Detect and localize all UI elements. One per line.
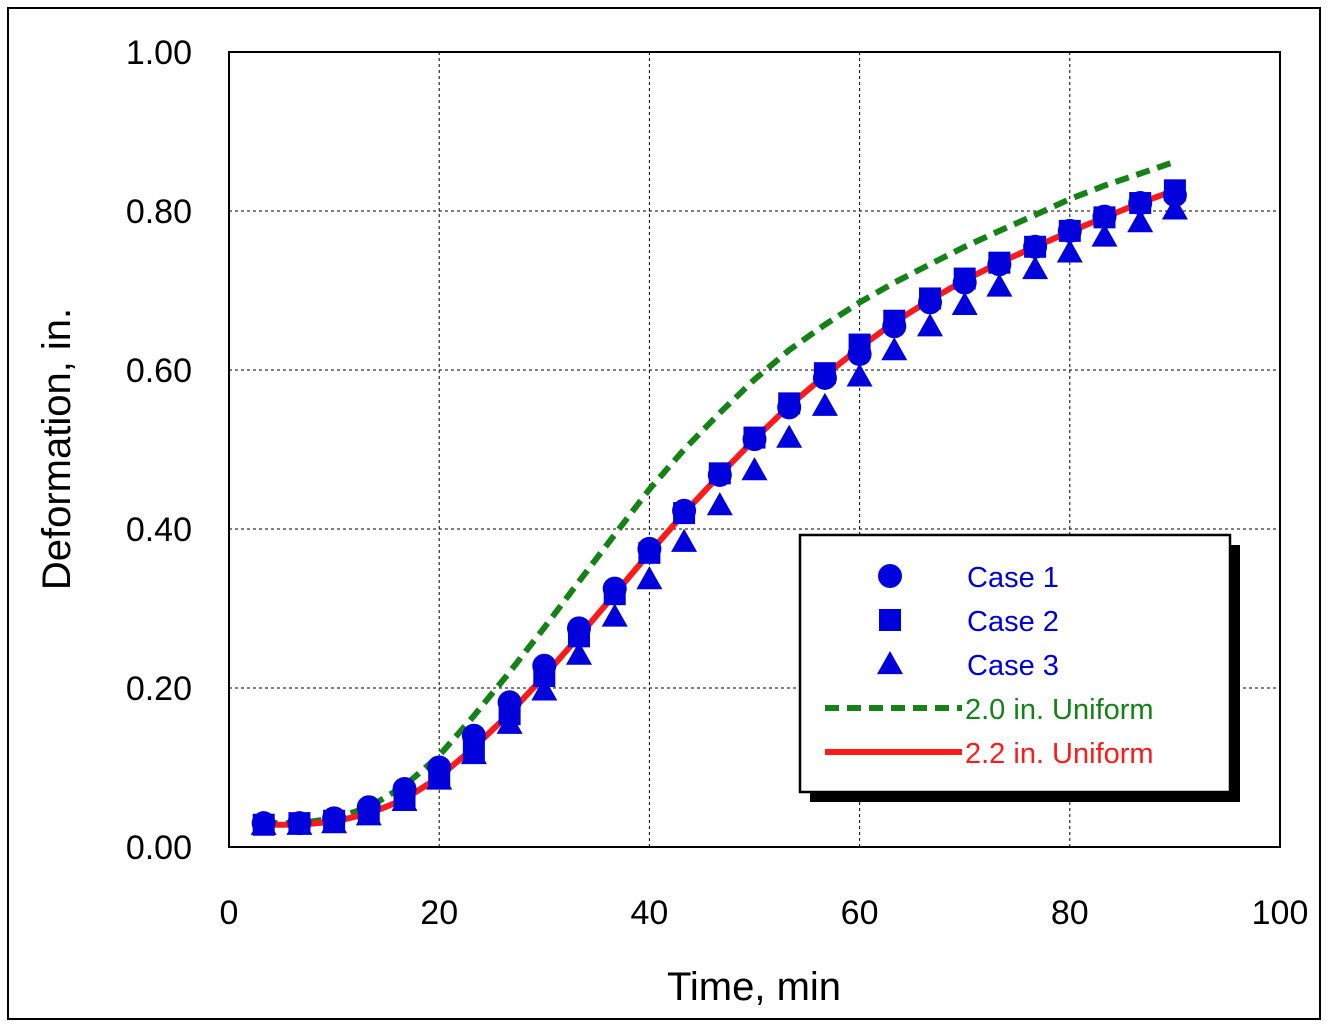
x-tick-label: 100 — [1252, 894, 1309, 932]
series-2-point — [671, 528, 698, 552]
series-1-point — [1058, 219, 1081, 242]
series-1-point — [533, 665, 556, 688]
x-tick-label: 0 — [220, 894, 239, 932]
series-2-point — [1056, 239, 1083, 263]
grid — [229, 52, 1280, 847]
y-tick-label: 0.80 — [126, 193, 192, 231]
series-2-point — [1161, 196, 1188, 220]
y-tick-label: 1.00 — [126, 34, 192, 72]
series-1-point — [988, 251, 1011, 274]
series-2-point — [846, 363, 873, 387]
series-1-point — [778, 392, 801, 415]
axis-ticks: 0 20 40 60 80 100 0.00 0.20 0.40 0.60 0.80 1.00 — [126, 34, 1309, 932]
y-tick-label: 0.60 — [126, 352, 192, 390]
series-2-point — [601, 603, 628, 627]
series-line-3 — [263, 158, 1176, 827]
outer-frame — [7, 7, 1321, 1020]
x-tick-label: 60 — [841, 894, 879, 932]
series-1-point — [357, 801, 380, 824]
x-axis-title: Time, min — [667, 965, 841, 1009]
series-1-point — [743, 426, 766, 449]
legend-symbol-2 — [877, 651, 903, 675]
legend-label-2: Case 3 — [967, 650, 1059, 682]
series-1-point — [1129, 192, 1152, 215]
series-2-point — [531, 677, 558, 701]
series-1-point — [708, 462, 731, 485]
series-1-point — [567, 625, 590, 648]
series-1-point — [1093, 206, 1116, 229]
series-2-point — [1127, 209, 1154, 233]
series-1-point — [462, 738, 485, 761]
legend-label-4: 2.2 in. Uniform — [965, 738, 1154, 770]
legend-label-1: Case 2 — [967, 606, 1059, 638]
series-markers — [250, 179, 1188, 836]
series-1-point — [813, 362, 836, 385]
legend-symbol-0 — [878, 564, 902, 588]
series-2-point — [917, 313, 944, 337]
series-2-point — [811, 392, 838, 416]
x-tick-label: 80 — [1051, 894, 1089, 932]
series-1-point — [919, 287, 942, 310]
series-1-point — [953, 267, 976, 290]
x-tick-label: 40 — [630, 894, 668, 932]
series-2-point — [636, 566, 663, 590]
y-tick-label: 0.40 — [126, 511, 192, 549]
legend-symbol-1 — [879, 609, 901, 631]
series-1-point — [638, 541, 661, 564]
series-2-point — [1091, 223, 1118, 247]
plot-area-border — [228, 51, 1281, 848]
y-tick-label: 0.20 — [126, 670, 192, 708]
series-1-point — [673, 502, 696, 525]
series-1-point — [848, 333, 871, 356]
y-tick-label: 0.00 — [126, 829, 192, 867]
x-tick-label: 20 — [420, 894, 458, 932]
series-1-point — [323, 809, 346, 832]
series-1-point — [1163, 179, 1186, 202]
series-2-point — [776, 424, 803, 448]
series-1-point — [393, 786, 416, 809]
series-2-point — [986, 273, 1013, 297]
series-2-point — [951, 291, 978, 315]
series-1-point — [603, 583, 626, 606]
series-2-point — [565, 641, 592, 665]
series-1-point — [1024, 235, 1047, 258]
series-2-point — [1022, 256, 1049, 280]
series-1-point — [252, 813, 275, 836]
series-2-point — [741, 457, 768, 481]
series-1-point — [288, 812, 311, 835]
series-2-point — [706, 492, 733, 516]
legend-label-3: 2.0 in. Uniform — [965, 694, 1154, 726]
legend: Case 1 Case 2 Case 3 2.0 in. Uniform 2.2 in.… — [798, 533, 1240, 802]
legend-label-0: Case 1 — [967, 562, 1059, 594]
y-axis-title: Deformation, in. — [35, 308, 79, 590]
series-1-point — [428, 764, 451, 787]
series-1-point — [498, 703, 521, 726]
series-2-point — [881, 337, 908, 361]
series-1-point — [883, 309, 906, 332]
